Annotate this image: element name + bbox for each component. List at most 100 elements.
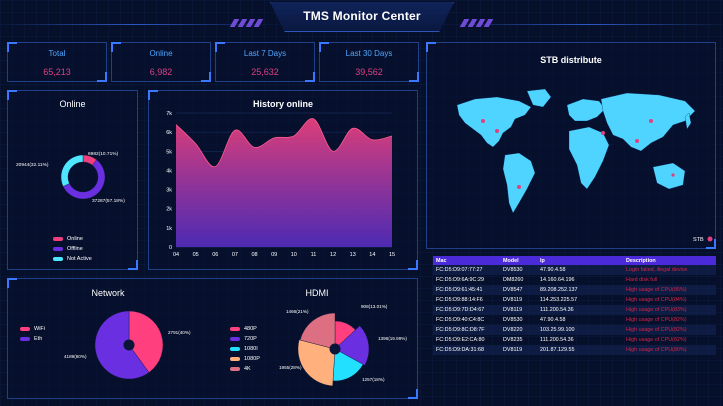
hdmi-panel-title: HDMI <box>305 288 329 298</box>
cell-mac: FC:D5:D9:8C:D8:7F <box>433 325 500 335</box>
pie-slice-720p <box>334 325 370 366</box>
cell-description: High usage of CPU(82%) <box>626 337 687 343</box>
y-tick-label: 0 <box>169 245 172 251</box>
y-tick-label: 1k <box>166 226 172 232</box>
x-tick-label: 10 <box>291 252 297 258</box>
x-tick-label: 14 <box>369 252 375 258</box>
cell-model: DV8530 <box>503 317 523 323</box>
cell-ip: 103.25.99.100 <box>537 325 623 335</box>
x-tick-label: 04 <box>173 252 179 258</box>
header-line-left <box>0 24 270 25</box>
hdmi-label-480p: 908(13.01%) <box>361 304 388 309</box>
cell-mac: FC:D5:D9:DA:31:68 <box>433 345 500 355</box>
stat-card-total: Total 65,213 <box>7 42 107 82</box>
cell-ip: 47.90.4.58 <box>540 317 566 323</box>
stb-marker <box>601 131 605 135</box>
table-row[interactable]: FC:D5:D9:88:14:F6 DV8119 114.253.225.57 … <box>433 295 716 305</box>
stat-label: Online <box>149 49 173 58</box>
table-header-description: Description <box>623 256 716 265</box>
cell-ip: 201.87.129.55 <box>537 345 623 355</box>
cell-description: High usage of CPU(84%) <box>626 297 687 303</box>
pie-slice-1080p <box>297 339 336 387</box>
stat-card-online: Online 6,982 <box>111 42 211 82</box>
table-row[interactable]: FC:D5:D9:6A:9C:29 DM8260 14.160.64.196 H… <box>433 275 716 285</box>
y-tick-label: 3k <box>166 188 172 194</box>
stb-legend-label: STB <box>693 237 704 243</box>
cell-description: Hard disk full <box>626 277 658 283</box>
legend-wifi: WiFi <box>20 326 45 332</box>
cell-model: DV8119 <box>500 305 537 315</box>
history-area <box>176 118 392 247</box>
pie-slice-eth <box>94 310 150 380</box>
cell-model: DV8547 <box>500 285 537 295</box>
stb-marker <box>635 139 639 143</box>
table-row[interactable]: FC:D5:D9:7D:D4:67 DV8119 111.200.54.36 H… <box>433 305 716 315</box>
y-tick-label: 4k <box>166 168 172 174</box>
stat-label: Total <box>48 49 66 58</box>
network-label-wifi: 2791(40%) <box>168 330 191 335</box>
cell-mac: FC:D5:D9:6A:9C:29 <box>436 277 484 283</box>
cell-ip: 14.160.64.196 <box>540 277 575 283</box>
cell-description: High usage of CPU(80%) <box>623 345 716 355</box>
pie-slice-4k <box>299 312 336 350</box>
table-row[interactable]: FC:D5:D9:07:77:27 DV8530 47.90.4.58 Logi… <box>433 265 716 275</box>
y-tick-label: 2k <box>166 207 172 213</box>
table-row[interactable]: FC:D5:D9:8C:D8:7F DV8220 103.25.99.100 H… <box>433 325 716 335</box>
table-row[interactable]: FC:D5:D9:61:45:41 DV8547 89.208.252.137 … <box>433 285 716 295</box>
cell-ip: 111.200.54.36 <box>540 337 574 343</box>
stb-legend-dot <box>707 236 713 242</box>
stat-value: 6,982 <box>149 67 173 77</box>
cell-mac: FC:D5:D9:07:77:27 <box>433 265 500 275</box>
continent-europe <box>566 98 606 122</box>
stat-card-last-7-days: Last 7 Days 25,632 <box>215 42 315 82</box>
cell-model: DV8119 <box>503 297 523 303</box>
network-panel-title: Network <box>91 288 125 298</box>
hdmi-label-720p: 1396(19.99%) <box>378 336 407 341</box>
stat-value: 25,632 <box>251 67 279 77</box>
continent-japan <box>684 112 692 130</box>
continent-africa <box>568 126 610 190</box>
y-tick-label: 6k <box>166 130 172 136</box>
cell-description: High usage of CPU(82%) <box>623 325 716 335</box>
continent-australia <box>652 162 686 190</box>
cell-model: DV8235 <box>503 337 523 343</box>
online-panel-title: Online <box>59 99 86 109</box>
header-stripes-right <box>459 14 512 27</box>
x-tick-label: 09 <box>271 252 277 258</box>
legend-offline: Offline <box>53 246 83 252</box>
stat-value: 39,562 <box>355 67 383 77</box>
stb-marker <box>671 173 675 177</box>
cell-mac: FC:D5:D9:61:45:41 <box>433 285 500 295</box>
stb-marker <box>495 129 499 133</box>
table-row[interactable]: FC:D5:D9:DA:31:68 DV8119 201.87.129.55 H… <box>433 345 716 355</box>
history-line <box>175 118 393 168</box>
legend-720p: 720P <box>230 336 257 342</box>
online-label-online: 6982(10.71%) <box>88 151 119 157</box>
table-row[interactable]: FC:D5:D9:40:C4:8C DV8530 47.90.4.58 High… <box>433 315 716 325</box>
cell-ip: 111.200.54.36 <box>537 305 623 315</box>
hdmi-label-1080p: 1955(28%) <box>279 365 302 370</box>
x-tick-label: 08 <box>251 252 257 258</box>
history-online-panel: History online 0 1k 2k 3k 4k 5k 6k 7k 04 05 06 07 0… <box>148 90 418 270</box>
x-tick-label: 07 <box>232 252 238 258</box>
table-row[interactable]: FC:D5:D9:E2:CA:80 DV8235 111.200.54.36 H… <box>433 335 716 345</box>
cell-model: DM8260 <box>503 277 524 283</box>
x-tick-label: 11 <box>311 252 317 258</box>
hdmi-label-4k: 1466(21%) <box>286 309 309 314</box>
legend-not-active: Not Active <box>53 256 92 262</box>
online-label-offline: 37287(57.18%) <box>92 198 125 204</box>
online-panel: Online 6982(10.71%) 37287(57.18%) 20944(… <box>7 90 138 270</box>
header-line-right <box>454 24 723 25</box>
stb-distribute-panel: STB distribute <box>426 42 716 249</box>
cell-description: High usage of CPU(82%) <box>626 317 687 323</box>
stb-panel-title: STB distribute <box>540 55 602 65</box>
world-map: STB <box>456 88 713 243</box>
cell-ip: 47.90.4.58 <box>537 265 623 275</box>
stat-label: Last 7 Days <box>243 49 287 58</box>
table-header-mac: Mac <box>433 256 500 265</box>
cell-mac: FC:D5:D9:88:14:F6 <box>436 297 483 303</box>
table-header-ip: Ip <box>537 256 623 265</box>
pie-slice-wifi <box>128 310 164 373</box>
continent-south-america <box>502 152 536 214</box>
legend-480p: 480P <box>230 326 257 332</box>
